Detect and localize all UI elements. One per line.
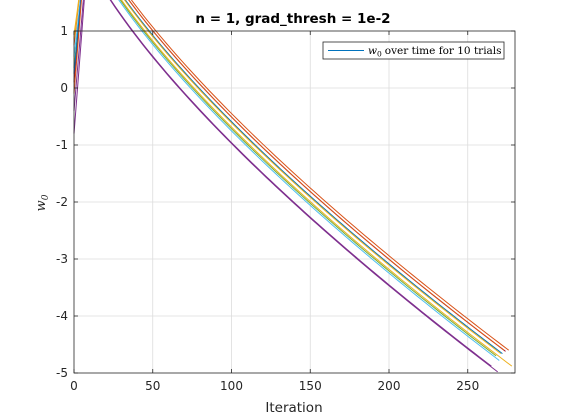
- y-axis-label: w0: [34, 194, 51, 211]
- legend-text: over time for 10 trials: [385, 45, 502, 57]
- y-tick-label: -2: [56, 195, 68, 209]
- y-axis-label-symbol: w: [34, 200, 49, 211]
- y-tick-label: 0: [60, 81, 68, 95]
- y-tick-label: 1: [60, 24, 68, 38]
- legend-symbol: w: [368, 45, 377, 57]
- y-tick-label: -5: [56, 366, 68, 380]
- y-tick-label: -4: [56, 309, 68, 323]
- chart-title: n = 1, grad_thresh = 1e-2: [195, 11, 390, 27]
- x-axis-label: Iteration: [265, 400, 322, 416]
- x-tick-label: 200: [378, 379, 401, 393]
- legend: w0 over time for 10 trials: [323, 42, 504, 59]
- y-tick-label: -3: [56, 252, 68, 266]
- legend-entry-label: w0 over time for 10 trials: [368, 45, 502, 59]
- x-tick-label: 0: [70, 379, 78, 393]
- y-tick-label: -1: [56, 138, 68, 152]
- x-tick-label: 150: [299, 379, 322, 393]
- x-tick-label: 250: [456, 379, 479, 393]
- x-tick-label: 50: [145, 379, 160, 393]
- y-axis-label-subscript: 0: [41, 194, 51, 200]
- tick-labels: 0 50 100 150 200 250 1 0 -1 -2 -3 -4 -5: [56, 24, 479, 393]
- legend-symbol-subscript: 0: [377, 50, 382, 59]
- x-tick-label: 100: [220, 379, 243, 393]
